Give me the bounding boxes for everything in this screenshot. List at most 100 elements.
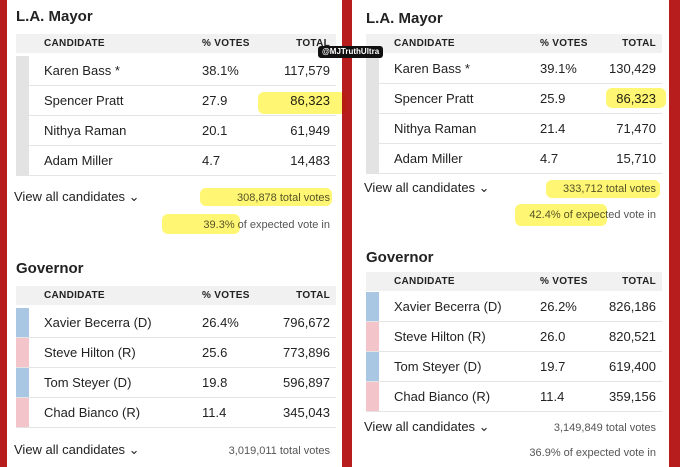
vote-percent: 19.8 — [202, 375, 228, 390]
table-header — [366, 272, 662, 291]
highlight — [258, 92, 346, 114]
row-stripe — [16, 56, 29, 85]
vote-total: 117,579 — [283, 63, 330, 78]
candidate-name: Spencer Pratt — [394, 91, 474, 106]
row-divider — [366, 381, 662, 382]
highlight — [200, 188, 332, 206]
row-divider — [16, 85, 336, 86]
candidate-name: Nithya Raman — [394, 121, 477, 136]
column-header: CANDIDATE — [394, 276, 455, 287]
expected-vote: 36.9% of expected vote in — [529, 447, 656, 459]
row-divider — [16, 337, 336, 338]
candidate-name: Karen Bass * — [44, 63, 120, 78]
vote-total: 826,186 — [609, 299, 656, 314]
candidate-name: Spencer Pratt — [44, 93, 124, 108]
section-title: Governor — [366, 249, 434, 266]
vote-total: 130,429 — [609, 61, 656, 76]
column-header: TOTAL — [296, 38, 330, 49]
candidate-name: Chad Bianco (R) — [44, 405, 141, 420]
vote-percent: 4.7 — [202, 153, 221, 168]
highlight — [606, 88, 666, 108]
row-stripe — [16, 116, 29, 145]
vote-percent: 11.4 — [540, 389, 565, 404]
column-header: % VOTES — [202, 38, 250, 49]
vote-total: 596,897 — [283, 375, 330, 390]
candidate-name: Adam Miller — [394, 151, 463, 166]
view-all-link[interactable]: View all candidates ⌄ — [364, 419, 490, 434]
vote-percent: 26.4% — [202, 315, 239, 330]
right-panel — [352, 0, 669, 467]
view-all-link[interactable]: View all candidates ⌄ — [364, 180, 490, 195]
vote-percent: 4.7 — [540, 151, 559, 166]
vote-percent: 21.4 — [540, 121, 566, 136]
candidate-name: Steve Hilton (R) — [394, 329, 486, 344]
vote-percent: 26.0 — [540, 329, 566, 344]
candidate-name: Nithya Raman — [44, 123, 127, 138]
highlight — [546, 180, 660, 198]
row-stripe — [366, 322, 379, 351]
total-votes: 3,019,011 total votes — [228, 445, 330, 457]
view-all-link[interactable]: View all candidates ⌄ — [14, 442, 140, 457]
vote-total: 345,043 — [283, 405, 330, 420]
vote-percent: 39.1% — [540, 61, 577, 76]
row-stripe — [366, 382, 379, 411]
row-divider — [366, 83, 662, 84]
row-divider — [366, 113, 662, 114]
vote-percent: 26.2% — [540, 299, 577, 314]
row-stripe — [16, 308, 29, 337]
section-title: L.A. Mayor — [366, 10, 443, 27]
vote-percent: 11.4 — [202, 405, 227, 420]
vote-total: 619,400 — [609, 359, 656, 374]
vote-total: 773,896 — [283, 345, 330, 360]
vote-total: 71,470 — [616, 121, 656, 136]
row-stripe — [366, 84, 379, 113]
candidate-name: Chad Bianco (R) — [394, 389, 491, 404]
row-stripe — [16, 338, 29, 367]
row-stripe — [366, 352, 379, 381]
row-stripe — [366, 54, 379, 83]
row-stripe — [16, 146, 29, 175]
row-divider — [16, 427, 336, 428]
candidate-name: Xavier Becerra (D) — [394, 299, 502, 314]
row-divider — [16, 397, 336, 398]
vote-percent: 20.1 — [202, 123, 228, 138]
row-divider — [366, 143, 662, 144]
column-header: TOTAL — [622, 276, 656, 287]
vote-percent: 27.9 — [202, 93, 228, 108]
row-divider — [366, 173, 662, 174]
row-divider — [366, 411, 662, 412]
candidate-name: Steve Hilton (R) — [44, 345, 136, 360]
column-header: CANDIDATE — [394, 38, 455, 49]
column-header: % VOTES — [540, 38, 588, 49]
candidate-name: Tom Steyer (D) — [44, 375, 132, 390]
section-title: L.A. Mayor — [16, 8, 93, 25]
row-divider — [366, 321, 662, 322]
table-header — [16, 34, 336, 53]
column-header: TOTAL — [296, 290, 330, 301]
row-stripe — [16, 86, 29, 115]
vote-total: 15,710 — [616, 151, 656, 166]
vote-percent: 19.7 — [540, 359, 566, 374]
row-stripe — [366, 292, 379, 321]
vote-percent: 38.1% — [202, 63, 239, 78]
row-divider — [16, 115, 336, 116]
section-title: Governor — [16, 260, 84, 277]
row-divider — [366, 351, 662, 352]
vote-percent: 25.9 — [540, 91, 566, 106]
row-divider — [16, 175, 336, 176]
row-stripe — [16, 398, 29, 427]
view-all-link[interactable]: View all candidates ⌄ — [14, 189, 140, 204]
highlight — [515, 204, 607, 226]
candidate-name: Xavier Becerra (D) — [44, 315, 152, 330]
column-header: % VOTES — [540, 276, 588, 287]
vote-total: 61,949 — [290, 123, 330, 138]
vote-total: 796,672 — [283, 315, 330, 330]
highlight — [162, 214, 240, 234]
candidate-name: Karen Bass * — [394, 61, 470, 76]
column-header: TOTAL — [622, 38, 656, 49]
row-stripe — [366, 144, 379, 173]
column-header: % VOTES — [202, 290, 250, 301]
row-stripe — [366, 114, 379, 143]
watermark: @MJTruthUltra — [318, 46, 384, 58]
